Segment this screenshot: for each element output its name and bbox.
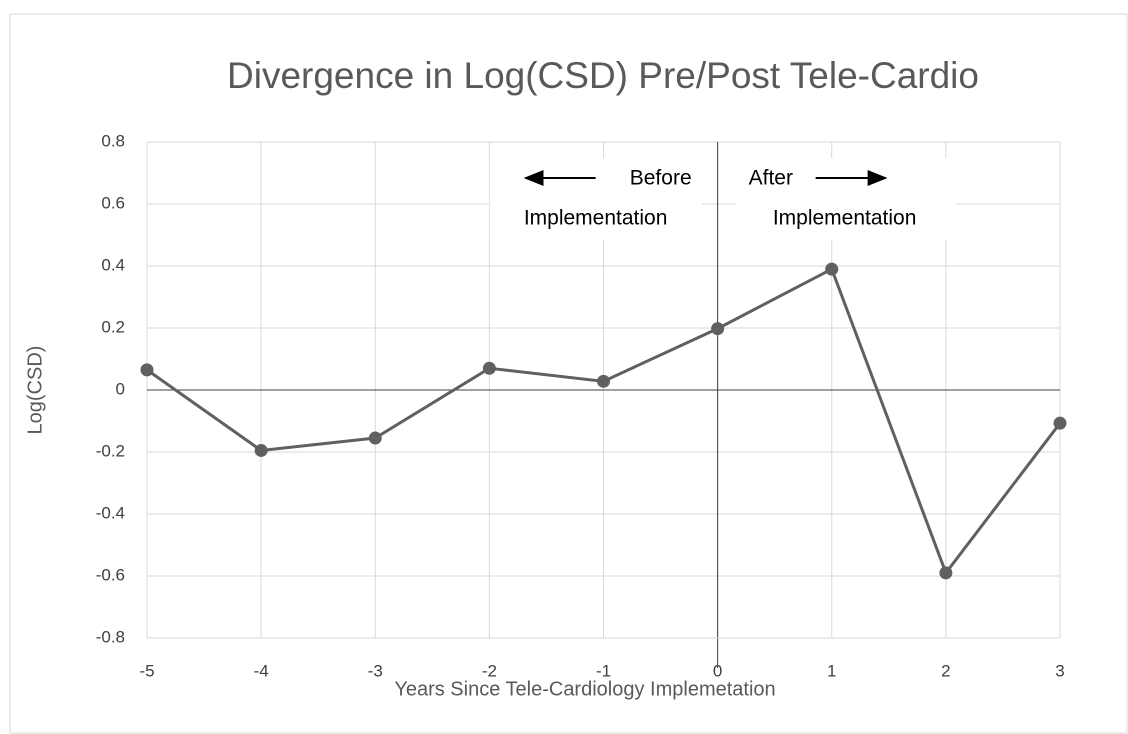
chart-border bbox=[9, 13, 1128, 734]
data-point bbox=[711, 322, 725, 336]
x-tick-label: -4 bbox=[254, 661, 269, 680]
x-tick-label: -1 bbox=[596, 661, 611, 680]
data-point bbox=[1053, 416, 1067, 430]
annotation: After bbox=[749, 167, 793, 190]
y-tick-label: -0.8 bbox=[96, 627, 125, 646]
x-tick-label: -3 bbox=[368, 661, 383, 680]
y-tick-label: 0.8 bbox=[101, 131, 125, 150]
x-tick-label: -2 bbox=[482, 661, 497, 680]
y-tick-label: -0.4 bbox=[96, 503, 125, 522]
data-point bbox=[825, 262, 839, 276]
y-tick-label: 0.6 bbox=[101, 193, 125, 212]
y-tick-label: -0.2 bbox=[96, 441, 125, 460]
annotation: Before bbox=[630, 167, 692, 190]
data-point bbox=[140, 363, 154, 377]
x-tick-label: 0 bbox=[713, 661, 722, 680]
annotation-box bbox=[735, 158, 956, 240]
data-point bbox=[482, 361, 496, 375]
chart-title: Divergence in Log(CSD) Pre/Post Tele-Car… bbox=[227, 55, 979, 96]
y-tick-label: 0.2 bbox=[101, 317, 125, 336]
data-point bbox=[597, 374, 610, 388]
y-tick-label: 0 bbox=[116, 379, 125, 398]
x-tick-label: 1 bbox=[827, 661, 836, 680]
y-tick-label: 0.4 bbox=[101, 255, 125, 274]
annotation: Implementation bbox=[524, 207, 668, 230]
x-tick-label: 2 bbox=[941, 661, 950, 680]
x-axis-title: Years Since Tele-Cardiology Implemetatio… bbox=[394, 678, 775, 700]
annotation: Implementation bbox=[773, 207, 917, 230]
data-point bbox=[254, 443, 268, 457]
x-tick-label: -5 bbox=[139, 661, 154, 680]
x-tick-label: 3 bbox=[1055, 661, 1064, 680]
y-axis-title: Log(CSD) bbox=[24, 346, 46, 435]
data-point bbox=[939, 566, 953, 580]
data-point bbox=[368, 431, 382, 445]
y-tick-label: -0.6 bbox=[96, 565, 125, 584]
